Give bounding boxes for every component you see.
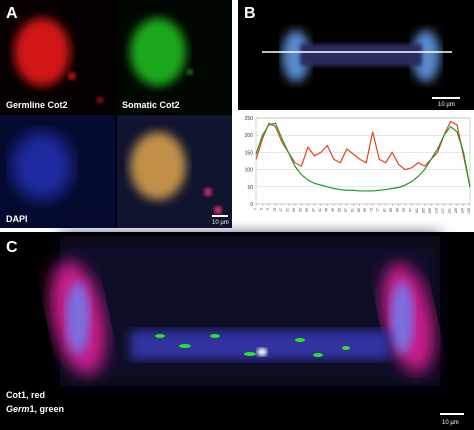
scale-bar-label: 10 µm [438, 102, 455, 108]
x-tick-label: 121 [448, 208, 452, 214]
spot [295, 338, 305, 342]
scale-bar-label: 10 µm [212, 220, 229, 226]
series-line [255, 120, 471, 187]
y-tick-label: 200 [245, 133, 254, 139]
background-haze [60, 236, 440, 386]
spot [155, 334, 165, 338]
spot [187, 69, 193, 75]
plot-frame [255, 117, 471, 205]
x-tick-label: 49 [331, 208, 335, 212]
x-tick-label: 61 [350, 208, 354, 212]
x-tick-label: 97 [409, 208, 413, 212]
x-tick-label: 133 [467, 208, 471, 214]
x-tick-label: 57 [344, 208, 348, 212]
y-tick-label: 0 [250, 202, 253, 208]
panel-b: B 10 µm 0 50 100 150 200 250 1 5 9 13 17 21 25 29 33 37… [238, 0, 474, 228]
x-tick-label: 9 [266, 208, 270, 210]
caption: DAPI [6, 214, 28, 224]
caption: Somatic Cot2 [122, 100, 180, 110]
panel-label: B [244, 5, 256, 22]
nucleus-merge [130, 132, 186, 200]
series-line [255, 122, 471, 192]
x-tick-label: 29 [298, 208, 302, 212]
nucleus-blue [12, 132, 72, 200]
nucleus-red [14, 18, 70, 86]
cell-end [282, 30, 310, 82]
x-tick-label: 65 [357, 208, 361, 212]
x-tick-label: 37 [311, 208, 315, 212]
x-tick-label: 17 [279, 208, 283, 212]
x-tick-label: 81 [383, 208, 387, 212]
scale-bar-label: 10 µm [442, 420, 459, 426]
spot [210, 334, 220, 338]
x-tick-label: 85 [389, 208, 393, 212]
x-tick-label: 45 [324, 208, 328, 212]
x-tick-label: 5 [259, 208, 263, 210]
panel-label: C [6, 239, 18, 256]
x-tick-label: 53 [337, 208, 341, 212]
x-tick-label: 21 [285, 208, 289, 212]
x-tick-label: 77 [376, 208, 380, 212]
x-tick-label: 125 [454, 208, 458, 214]
bridge [300, 44, 422, 66]
nucleus-green [130, 18, 186, 86]
x-tick-label: 69 [363, 208, 367, 212]
x-tick-label: 113 [435, 208, 439, 214]
y-tick-label: 150 [245, 150, 254, 156]
x-tick-label: 33 [305, 208, 309, 212]
spot [342, 346, 350, 350]
cell-core [66, 282, 90, 354]
bright-spot [257, 348, 267, 356]
legend: Germ1, green [6, 404, 64, 414]
x-tick-label: 93 [402, 208, 406, 212]
panel-c: C Cot1, red Germ1, green 10 µm [0, 232, 474, 430]
spot [68, 72, 76, 80]
x-tick-label: 1 [253, 208, 257, 210]
y-tick-label: 100 [245, 168, 254, 174]
caption: Germline Cot2 [6, 100, 68, 110]
x-tick-label: 105 [422, 208, 426, 214]
x-tick-label: 89 [396, 208, 400, 212]
spot [214, 206, 222, 214]
legend-rest: 1, green [30, 404, 65, 414]
spot [97, 97, 103, 103]
spot [313, 353, 323, 357]
x-tick-label: 109 [428, 208, 432, 214]
cell-end [412, 30, 440, 82]
legend: Cot1, red [6, 390, 45, 400]
y-tick-label: 50 [247, 185, 253, 191]
spot [179, 344, 191, 348]
panel-label: A [6, 5, 18, 22]
x-tick-label: 73 [370, 208, 374, 212]
line-chart: 0 50 100 150 200 250 1 5 9 13 17 21 25 29 33 37 41 45 49 53… [245, 116, 471, 214]
green-spots [155, 334, 350, 357]
x-tick-label: 101 [415, 208, 419, 214]
x-tick-label: 117 [441, 208, 445, 214]
x-tick-label: 41 [318, 208, 322, 212]
cell-core [390, 282, 414, 354]
x-tick-label: 13 [272, 208, 276, 212]
x-tick-label: 129 [461, 208, 465, 214]
x-tick-label: 25 [292, 208, 296, 212]
spot [244, 352, 256, 356]
spot [204, 188, 212, 196]
y-tick-label: 250 [245, 116, 254, 122]
gene-name: Germ [6, 404, 30, 414]
panel-a: A Germline Cot2 Somatic Cot2 DAPI 10 µm [0, 0, 232, 228]
